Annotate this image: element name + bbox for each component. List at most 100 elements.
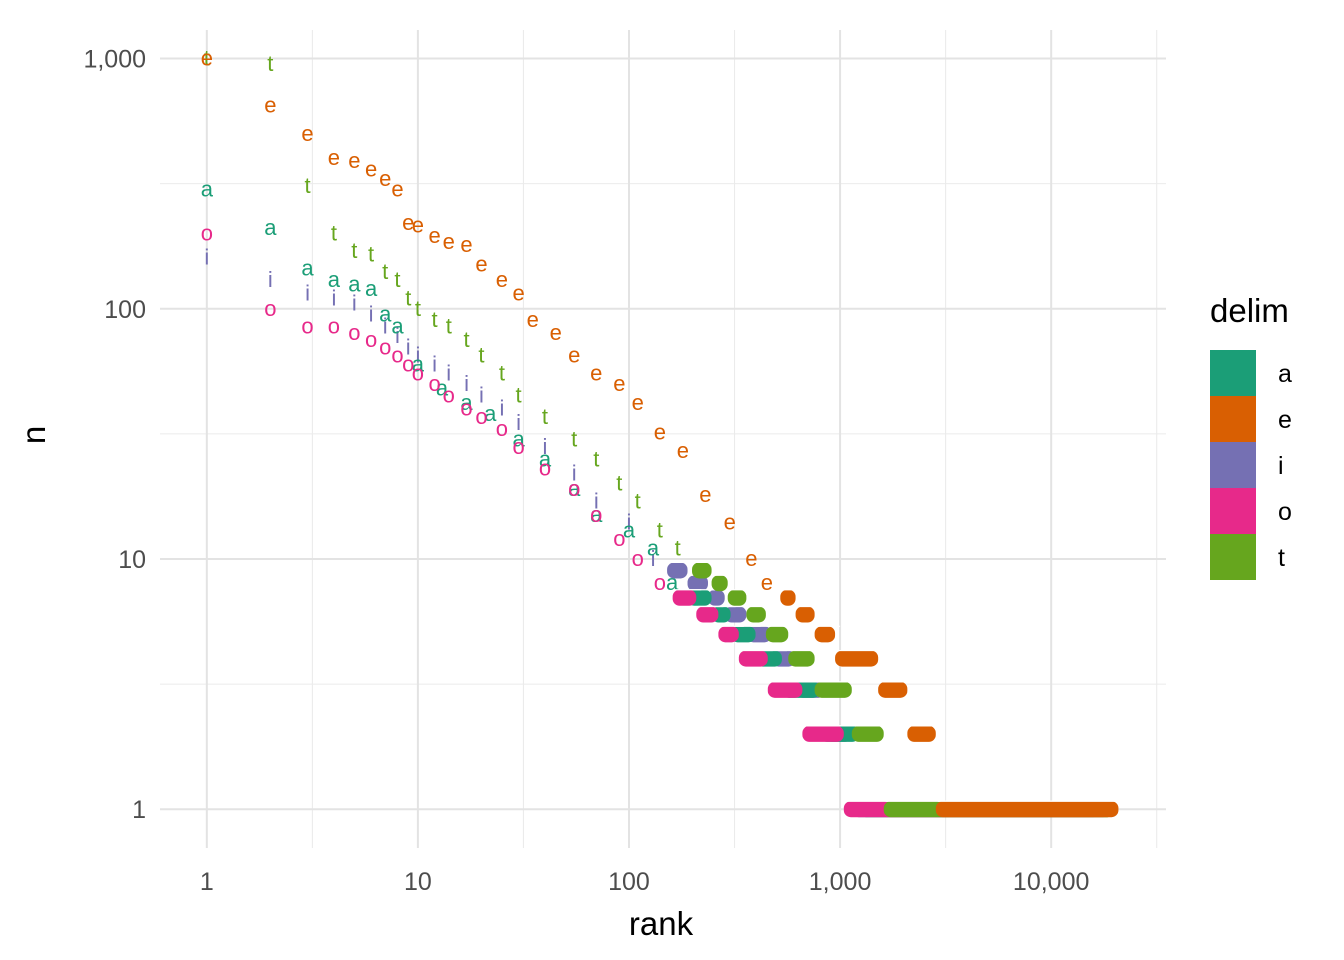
tied-rank-band-i xyxy=(667,562,688,579)
tied-rank-band-t xyxy=(711,575,728,592)
tied-rank-band-e xyxy=(907,725,936,742)
tied-rank-band-t xyxy=(765,626,789,643)
data-point-e: e xyxy=(527,307,539,332)
data-point-t: t xyxy=(432,307,438,332)
x-axis-title: rank xyxy=(629,905,694,942)
data-point-t: t xyxy=(415,296,421,321)
legend-key-a xyxy=(1210,350,1256,396)
data-point-e: e xyxy=(724,509,736,534)
data-point-i: i xyxy=(415,343,420,368)
data-point-e: e xyxy=(264,92,276,117)
data-point-a: a xyxy=(623,517,636,542)
tied-rank-band-t xyxy=(727,589,747,606)
x-tick-label: 100 xyxy=(608,868,650,896)
data-point-i: i xyxy=(446,361,451,386)
data-point-i: i xyxy=(268,267,273,292)
data-point-i: i xyxy=(543,434,548,459)
tied-rank-band-e xyxy=(878,681,908,698)
data-point-t: t xyxy=(304,173,310,198)
data-point-a: a xyxy=(365,276,378,301)
data-point-e: e xyxy=(391,176,403,201)
data-point-t: t xyxy=(616,471,622,496)
data-point-i: i xyxy=(383,313,388,338)
data-point-e: e xyxy=(677,438,689,463)
data-point-o: o xyxy=(328,313,340,338)
y-tick-label: 1 xyxy=(132,796,146,824)
data-point-e: e xyxy=(699,482,711,507)
data-point-o: o xyxy=(539,455,551,480)
y-tick-label: 10 xyxy=(118,546,146,574)
data-point-a: a xyxy=(436,376,449,401)
data-point-t: t xyxy=(267,51,273,76)
x-axis-ticks: 1 10 100 1,000 10,000 xyxy=(200,868,1090,896)
data-point-a: a xyxy=(539,446,552,471)
data-point-a: a xyxy=(647,536,660,561)
x-tick-label: 10 xyxy=(404,868,432,896)
data-point-t: t xyxy=(516,383,522,408)
y-tick-label: 100 xyxy=(104,296,146,324)
data-point-t: t xyxy=(382,259,388,284)
data-point-o: o xyxy=(512,434,524,459)
data-point-t: t xyxy=(351,238,357,263)
data-point-e: e xyxy=(761,570,773,595)
data-point-e: e xyxy=(443,229,455,254)
data-point-i: i xyxy=(594,488,599,513)
data-point-i: i xyxy=(406,335,411,360)
data-point-a: a xyxy=(301,255,314,280)
data-point-i: i xyxy=(331,285,336,310)
data-point-o: o xyxy=(590,502,602,527)
data-point-o: o xyxy=(348,320,360,345)
data-point-o: o xyxy=(632,546,644,571)
data-point-o: o xyxy=(568,476,580,501)
data-point-i: i xyxy=(479,383,484,408)
tied-rank-band-i xyxy=(724,606,747,623)
data-point-e: e xyxy=(496,267,508,292)
data-point-e: e xyxy=(568,343,580,368)
data-point-a: a xyxy=(484,401,497,426)
legend-label-i: i xyxy=(1278,452,1284,480)
data-point-o: o xyxy=(379,335,391,360)
tied-rank-band-o xyxy=(767,681,803,698)
data-point-t: t xyxy=(635,488,641,513)
tied-rank-band-t xyxy=(746,606,766,623)
legend-label-a: a xyxy=(1278,360,1292,388)
x-tick-label: 1,000 xyxy=(809,868,872,896)
data-point-e: e xyxy=(550,320,562,345)
data-point-a: a xyxy=(391,313,404,338)
tied-rank-band-o xyxy=(696,606,719,623)
data-point-o: o xyxy=(201,220,213,245)
data-point-t: t xyxy=(542,404,548,429)
data-point-i: i xyxy=(204,245,209,270)
y-axis-ticks: 1 10 100 1,000 xyxy=(83,46,146,825)
legend-key-t xyxy=(1210,534,1256,580)
data-point-e: e xyxy=(412,213,424,238)
tied-rank-band-t xyxy=(814,681,852,698)
tied-rank-band-o xyxy=(738,650,768,667)
tied-rank-band-t xyxy=(851,725,884,742)
data-point-t: t xyxy=(394,267,400,292)
tied-rank-band-i xyxy=(687,575,708,592)
data-point-t: t xyxy=(405,285,411,310)
legend-label-t: t xyxy=(1278,544,1285,572)
data-point-o: o xyxy=(428,371,440,396)
data-point-e: e xyxy=(328,145,340,170)
data-point-o: o xyxy=(654,570,666,595)
data-point-e: e xyxy=(365,157,377,182)
tied-rank-band-t xyxy=(788,650,815,667)
data-point-e: e xyxy=(632,390,644,415)
data-point-a: a xyxy=(328,267,341,292)
data-point-e: e xyxy=(460,232,472,257)
data-point-a: a xyxy=(512,427,525,452)
data-point-o: o xyxy=(460,395,472,420)
legend-key-i xyxy=(1210,442,1256,488)
tied-rank-band-e xyxy=(795,606,815,623)
y-axis-title: n xyxy=(15,426,52,444)
data-point-t: t xyxy=(368,241,374,266)
tied-rank-band-o xyxy=(802,725,844,742)
data-point-i: i xyxy=(432,351,437,376)
data-point-i: i xyxy=(369,301,374,326)
data-point-e: e xyxy=(475,252,487,277)
data-point-t: t xyxy=(463,327,469,352)
data-point-a: a xyxy=(201,176,214,201)
